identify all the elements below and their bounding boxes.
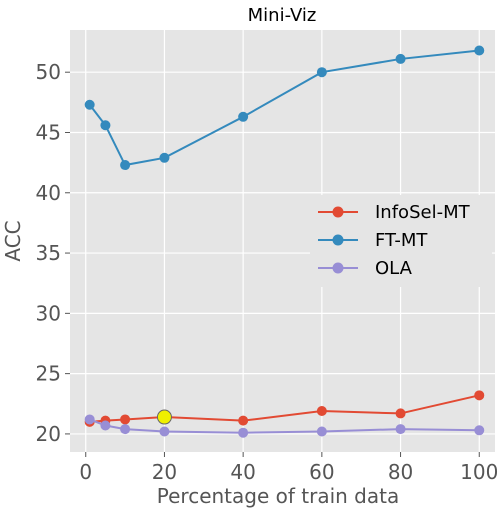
data-point-ola xyxy=(120,424,131,435)
data-point-ola xyxy=(100,420,111,431)
series-group xyxy=(84,45,485,438)
data-point-ft-mt xyxy=(316,67,327,78)
data-point-ola xyxy=(474,425,485,436)
data-point-infosel-mt xyxy=(120,414,131,425)
x-tick-label: 80 xyxy=(388,460,413,484)
y-tick-label: 20 xyxy=(36,422,61,446)
legend: InfoSel-MT FT-MT OLA xyxy=(310,195,492,287)
legend-marker-ft-mt xyxy=(332,234,344,246)
x-tick-label: 0 xyxy=(79,460,92,484)
highlight-group xyxy=(156,409,172,425)
data-point-ola xyxy=(316,426,327,437)
data-point-ola xyxy=(395,424,406,435)
legend-marker-infosel-mt xyxy=(332,206,344,218)
legend-entry-infosel-mt: InfoSel-MT xyxy=(318,202,471,223)
data-point-ola xyxy=(159,426,170,437)
x-tick-label: 40 xyxy=(230,460,255,484)
x-axis-label: Percentage of train data xyxy=(157,484,399,508)
chart-title: Mini-Viz xyxy=(248,5,317,26)
y-tick-label: 50 xyxy=(36,60,61,84)
data-point-ft-mt xyxy=(100,120,111,131)
series-line-ft-mt xyxy=(88,49,480,167)
legend-entry-ola: OLA xyxy=(318,258,413,279)
data-point-ft-mt xyxy=(238,111,249,122)
y-axis-label: ACC xyxy=(1,220,25,261)
y-tick-label: 25 xyxy=(36,362,61,386)
y-tick-label: 30 xyxy=(36,301,61,325)
y-tick-label: 45 xyxy=(36,120,61,144)
y-tick-label: 40 xyxy=(36,181,61,205)
data-point-ft-mt xyxy=(120,160,131,171)
legend-entry-ft-mt: FT-MT xyxy=(318,230,428,251)
data-point-infosel-mt xyxy=(316,406,327,417)
data-point-ft-mt xyxy=(474,45,485,56)
data-point-ft-mt xyxy=(84,99,95,110)
x-tick-label: 20 xyxy=(152,460,177,484)
x-tick-label: 100 xyxy=(460,460,498,484)
data-point-ft-mt xyxy=(395,53,406,64)
data-point-infosel-mt xyxy=(238,415,249,426)
x-tick-labels: 0 20 40 60 80 100 xyxy=(79,460,498,484)
y-tick-label: 35 xyxy=(36,241,61,265)
data-point-ft-mt xyxy=(159,152,170,163)
x-tick-label: 60 xyxy=(309,460,334,484)
y-tick-labels: 20 25 30 35 40 45 50 xyxy=(36,60,61,446)
highlighted-point xyxy=(156,409,172,425)
legend-label-infosel-mt: InfoSel-MT xyxy=(375,202,471,223)
data-point-infosel-mt xyxy=(474,390,485,401)
legend-label-ola: OLA xyxy=(375,258,413,279)
data-point-ola xyxy=(84,414,95,425)
legend-label-ft-mt: FT-MT xyxy=(375,230,428,251)
data-point-infosel-mt xyxy=(395,408,406,419)
data-point-ola xyxy=(238,427,249,438)
legend-marker-ola xyxy=(332,262,344,274)
